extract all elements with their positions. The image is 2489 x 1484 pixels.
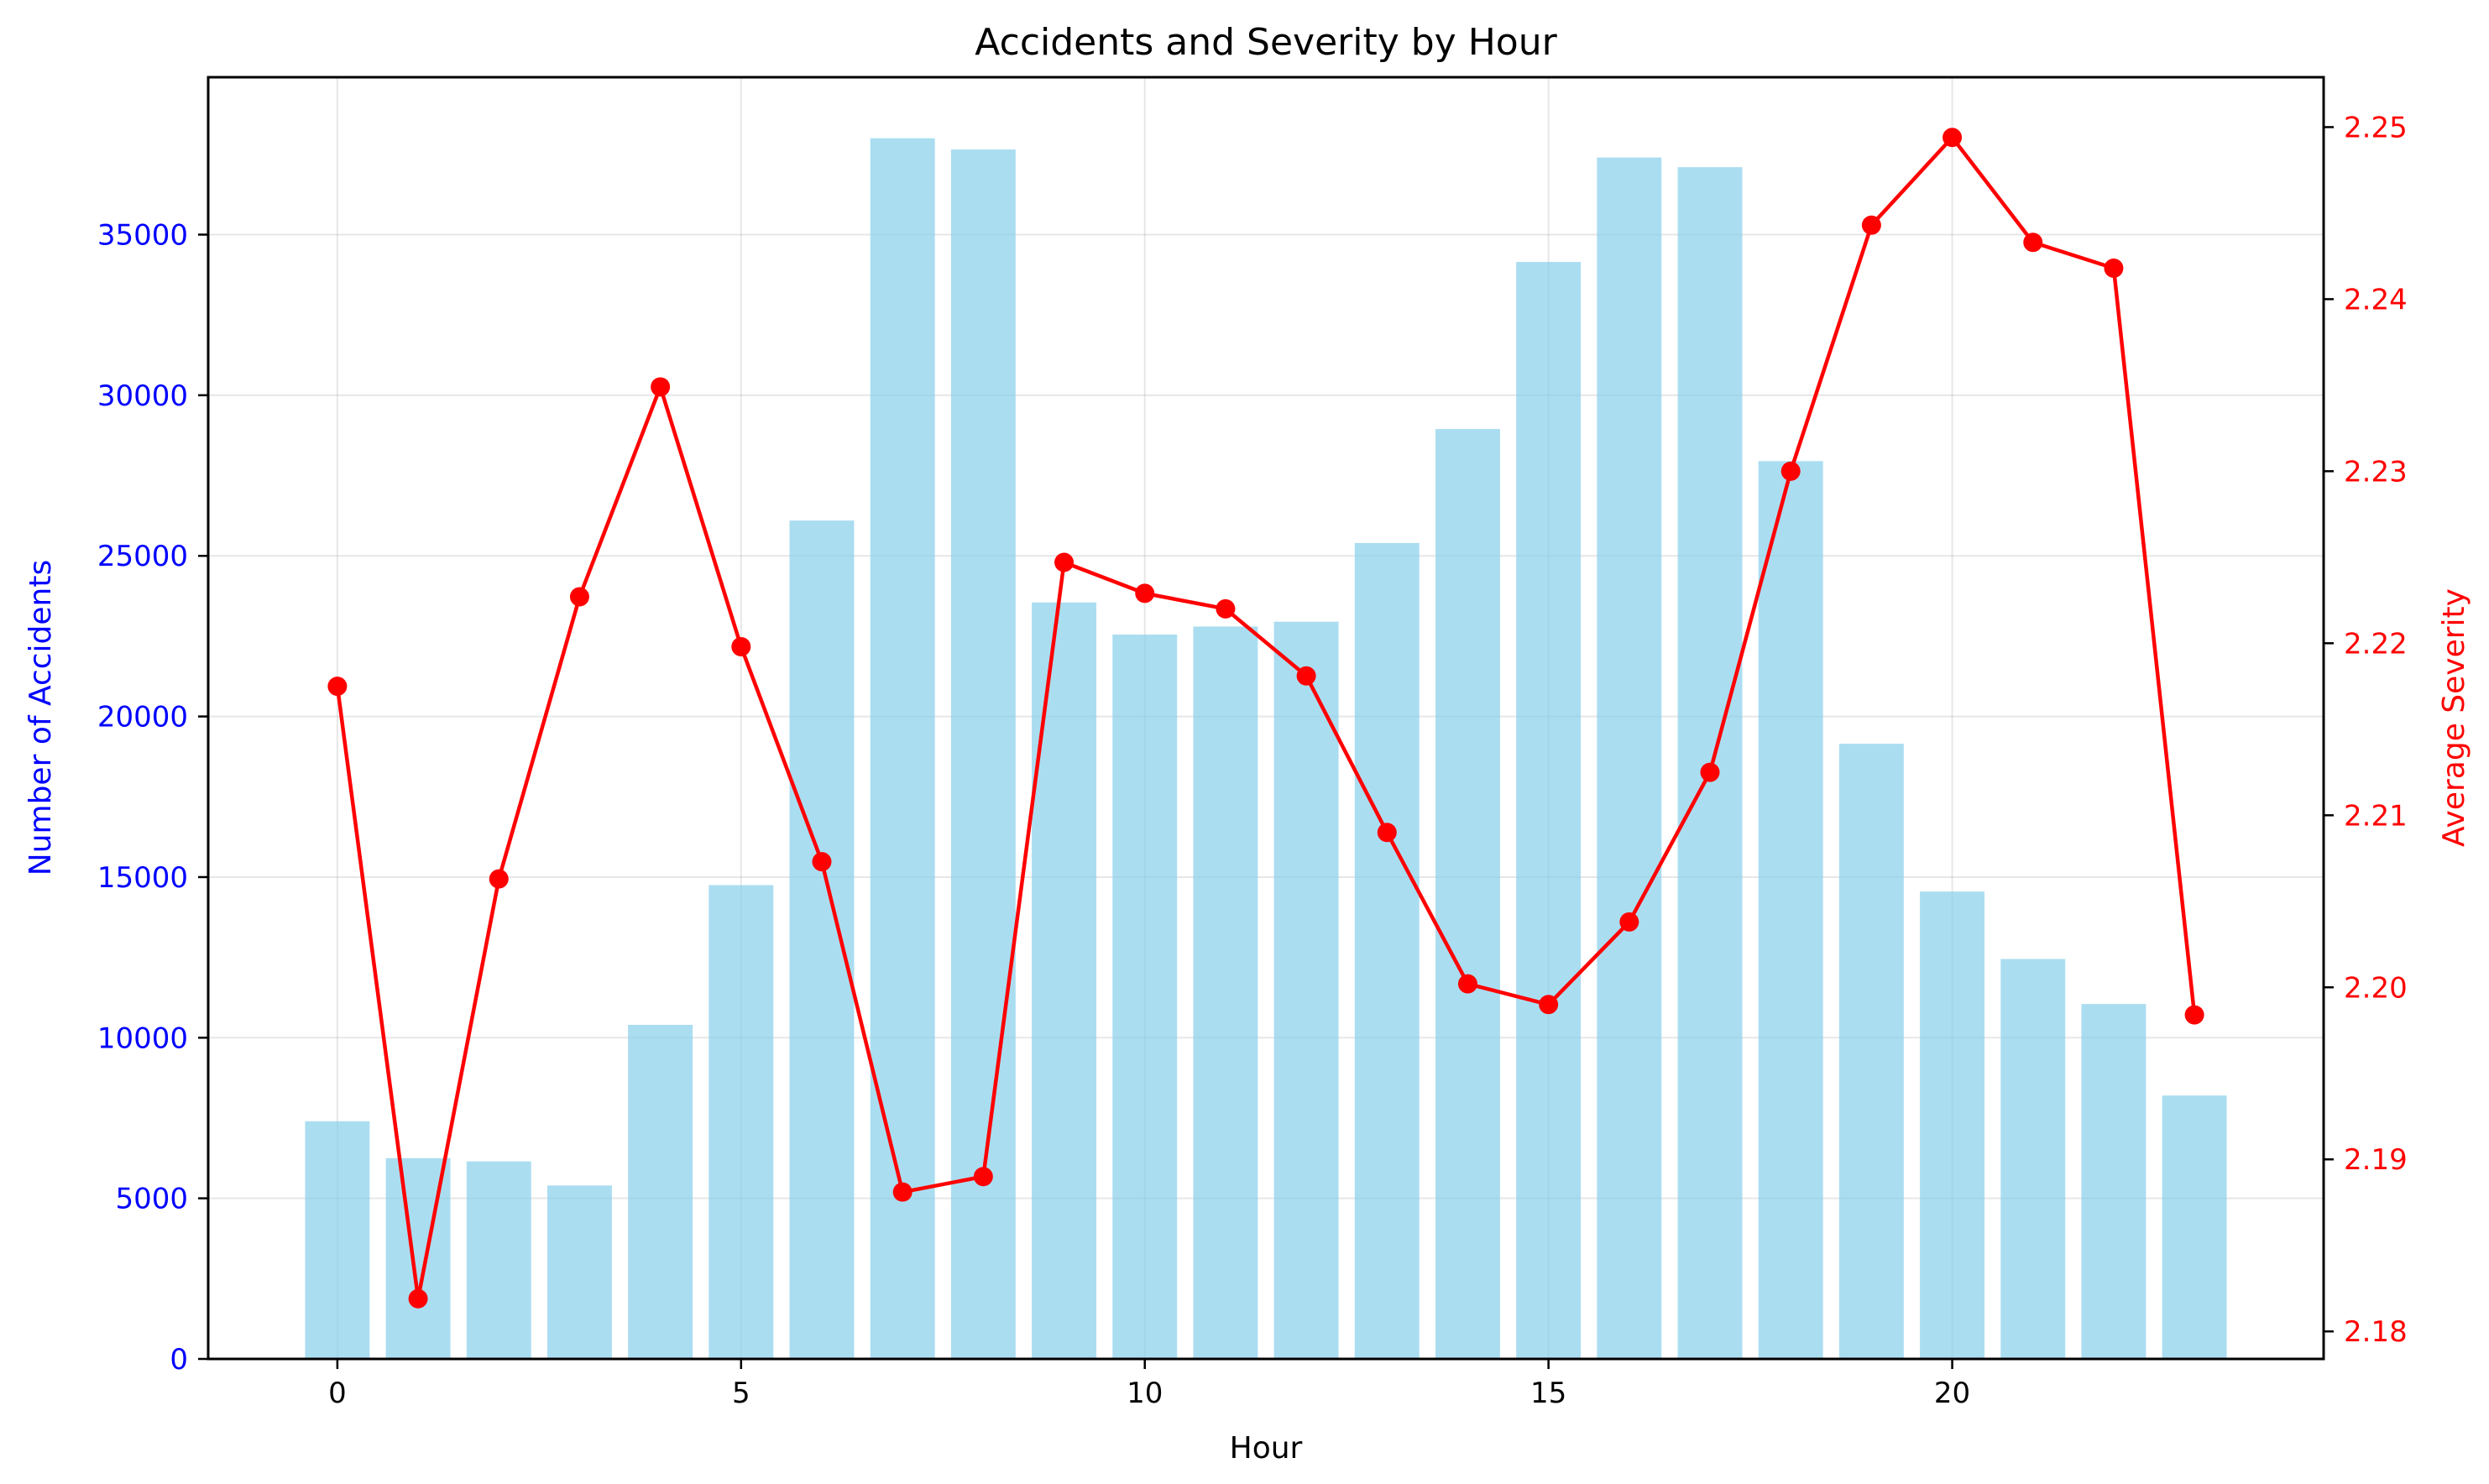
x-tick-label: 15 xyxy=(1530,1377,1566,1410)
line-series-severity xyxy=(327,128,2204,1309)
bar-hour-9 xyxy=(1032,602,1097,1359)
right-y-tick-label: 2.18 xyxy=(2344,1315,2408,1349)
severity-point-hour-15 xyxy=(1539,995,1559,1015)
x-axis-title: Hour xyxy=(1230,1431,1303,1466)
right-y-tick-label: 2.20 xyxy=(2344,971,2408,1005)
right-y-tick-label: 2.24 xyxy=(2344,283,2408,316)
bar-hour-21 xyxy=(2000,959,2066,1359)
bar-hour-23 xyxy=(2162,1095,2227,1359)
left-y-tick-label: 20000 xyxy=(97,701,188,734)
bar-hour-20 xyxy=(1920,891,1985,1359)
chart-title: Accidents and Severity by Hour xyxy=(975,21,1557,64)
right-y-tick-label: 2.21 xyxy=(2344,799,2408,833)
severity-line xyxy=(335,135,2197,1301)
severity-point-hour-21 xyxy=(2023,233,2043,253)
x-tick-label: 5 xyxy=(732,1377,750,1410)
right-y-tick-label: 2.19 xyxy=(2344,1143,2408,1177)
bar-hour-6 xyxy=(789,520,855,1359)
severity-point-hour-8 xyxy=(973,1167,993,1187)
severity-point-hour-14 xyxy=(1457,974,1477,994)
severity-point-hour-20 xyxy=(1943,128,1963,148)
severity-point-hour-18 xyxy=(1780,461,1801,481)
severity-point-hour-5 xyxy=(731,636,751,656)
right-y-axis-title: Average Severity xyxy=(2437,588,2471,847)
right-y-tick-label: 2.23 xyxy=(2344,455,2408,489)
left-y-tick-label: 15000 xyxy=(97,861,188,895)
bar-hour-0 xyxy=(305,1121,370,1359)
left-y-tick-label: 30000 xyxy=(97,379,188,413)
bar-hour-12 xyxy=(1273,621,1339,1359)
severity-point-hour-3 xyxy=(569,587,589,607)
bar-hour-7 xyxy=(870,138,935,1360)
severity-point-hour-16 xyxy=(1619,912,1639,932)
bar-hour-22 xyxy=(2081,1004,2147,1359)
bar-hour-5 xyxy=(709,885,774,1359)
severity-point-hour-0 xyxy=(327,677,348,697)
severity-point-hour-13 xyxy=(1377,823,1397,843)
bar-hour-4 xyxy=(628,1024,693,1359)
bar-hour-15 xyxy=(1516,262,1582,1359)
bar-series-accidents xyxy=(305,138,2227,1360)
bar-hour-19 xyxy=(1838,744,1904,1359)
severity-point-hour-7 xyxy=(892,1182,912,1202)
bar-hour-2 xyxy=(466,1161,531,1359)
left-y-tick-label: 10000 xyxy=(97,1022,188,1055)
bar-hour-18 xyxy=(1758,461,1823,1359)
severity-point-hour-11 xyxy=(1216,598,1236,619)
bar-hour-3 xyxy=(546,1185,612,1359)
bar-hour-13 xyxy=(1354,542,1420,1359)
bar-hour-11 xyxy=(1193,626,1258,1359)
right-y-tick-label: 2.22 xyxy=(2344,627,2408,661)
severity-point-hour-19 xyxy=(1861,215,1881,235)
left-y-tick-label: 25000 xyxy=(97,540,188,573)
severity-point-hour-10 xyxy=(1135,583,1155,604)
x-tick-label: 0 xyxy=(328,1377,347,1410)
left-y-tick-label: 35000 xyxy=(97,219,188,253)
x-tick-label: 20 xyxy=(1934,1377,1970,1410)
severity-point-hour-17 xyxy=(1700,762,1720,782)
severity-point-hour-23 xyxy=(2184,1005,2204,1025)
x-tick-label: 10 xyxy=(1127,1377,1163,1410)
left-y-tick-label: 0 xyxy=(170,1343,188,1377)
bar-hour-14 xyxy=(1435,429,1500,1359)
severity-point-hour-4 xyxy=(651,377,671,397)
plot-frame xyxy=(207,76,2325,1361)
severity-point-hour-9 xyxy=(1054,552,1075,572)
left-y-axis-title: Number of Accidents xyxy=(24,560,58,875)
severity-point-hour-2 xyxy=(489,869,509,889)
left-y-axis-ticks: 0 5000 10000 15000 20000 25000 30000 35000 xyxy=(97,219,208,1377)
bar-hour-16 xyxy=(1597,157,1662,1359)
severity-point-hour-1 xyxy=(408,1288,428,1309)
right-y-tick-label: 2.25 xyxy=(2344,111,2408,144)
x-axis-ticks: 0 5 10 15 20 xyxy=(328,1359,1970,1410)
right-y-axis-ticks: 2.18 2.19 2.20 2.21 2.22 2.23 2.24 2.25 xyxy=(2324,111,2408,1349)
severity-point-hour-6 xyxy=(812,852,832,872)
left-y-tick-label: 5000 xyxy=(115,1183,188,1216)
severity-point-hour-12 xyxy=(1296,666,1316,686)
severity-point-hour-22 xyxy=(2104,259,2124,279)
bar-hour-10 xyxy=(1112,634,1178,1359)
bar-hour-8 xyxy=(950,149,1016,1360)
